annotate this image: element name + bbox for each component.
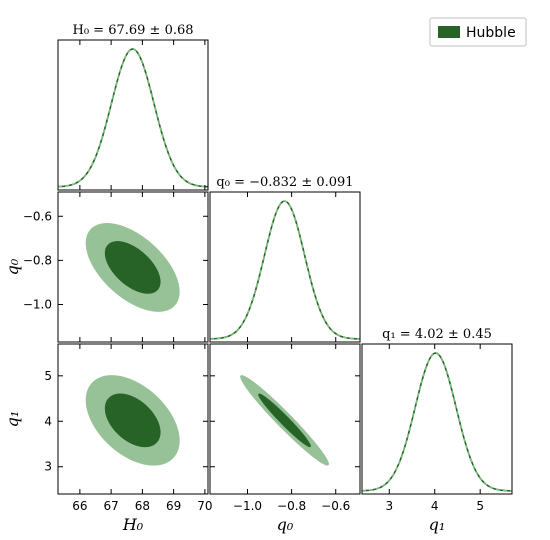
- x-tick-label: −0.6: [321, 499, 350, 513]
- corner-plot: H₀ = 67.69 ± 0.68 −0.6 −0.8 −1.0 q₀ = −0.832…: [0, 0, 550, 540]
- y-tick-label: −0.8: [23, 253, 52, 267]
- legend-swatch: [438, 26, 460, 38]
- x-tick-label: 68: [135, 499, 150, 513]
- x-tick-label: 4: [431, 499, 439, 513]
- x-tick-label: 66: [72, 499, 87, 513]
- x-axis-label: q₀: [277, 515, 294, 534]
- y-tick-label: −1.0: [23, 298, 52, 312]
- panel-0-0: H₀ = 67.69 ± 0.68: [58, 23, 208, 190]
- legend-label: Hubble: [466, 25, 516, 41]
- contour-1sigma: [258, 394, 310, 447]
- panel-border: [362, 344, 512, 494]
- panel-title: H₀ = 67.69 ± 0.68: [72, 23, 193, 38]
- panel-1-1: q₀ = −0.832 ± 0.091: [210, 175, 360, 342]
- posterior-curve: [362, 353, 512, 491]
- panel-2-1: −1.0 −0.8 −0.6: [210, 344, 360, 513]
- x-tick-label: 5: [476, 499, 484, 513]
- y-axis-label: q₁: [3, 411, 22, 428]
- panel-2-2: 3 4 5 q₁ = 4.02 ± 0.45: [362, 327, 512, 513]
- panel-title: q₁ = 4.02 ± 0.45: [382, 327, 492, 342]
- x-tick-label: −0.8: [277, 499, 306, 513]
- posterior-curve: [210, 201, 360, 339]
- x-tick-label: −1.0: [233, 499, 262, 513]
- x-axis-label: q₁: [429, 515, 446, 534]
- panel-border: [210, 192, 360, 342]
- x-tick-label: 70: [197, 499, 212, 513]
- x-tick-label: 3: [385, 499, 393, 513]
- posterior-curve: [58, 49, 208, 187]
- y-tick-label: 3: [44, 460, 52, 474]
- panel-border: [58, 40, 208, 190]
- x-axis-label: H₀: [122, 515, 144, 534]
- posterior-curve-dash: [362, 353, 512, 491]
- panel-2-0: 66 67 68 69 70 5 4 3: [44, 344, 212, 513]
- posterior-curve-dash: [210, 201, 360, 339]
- y-tick-label: −0.6: [23, 209, 52, 223]
- posterior-curve-dash: [58, 49, 208, 187]
- x-tick-label: 69: [166, 499, 181, 513]
- legend: Hubble: [430, 18, 526, 46]
- y-axis-label: q₀: [3, 258, 22, 275]
- y-tick-label: 4: [44, 414, 52, 428]
- y-tick-label: 5: [44, 369, 52, 383]
- panel-title: q₀ = −0.832 ± 0.091: [216, 175, 353, 190]
- panel-1-0: −0.6 −0.8 −1.0: [23, 192, 208, 342]
- x-tick-label: 67: [103, 499, 118, 513]
